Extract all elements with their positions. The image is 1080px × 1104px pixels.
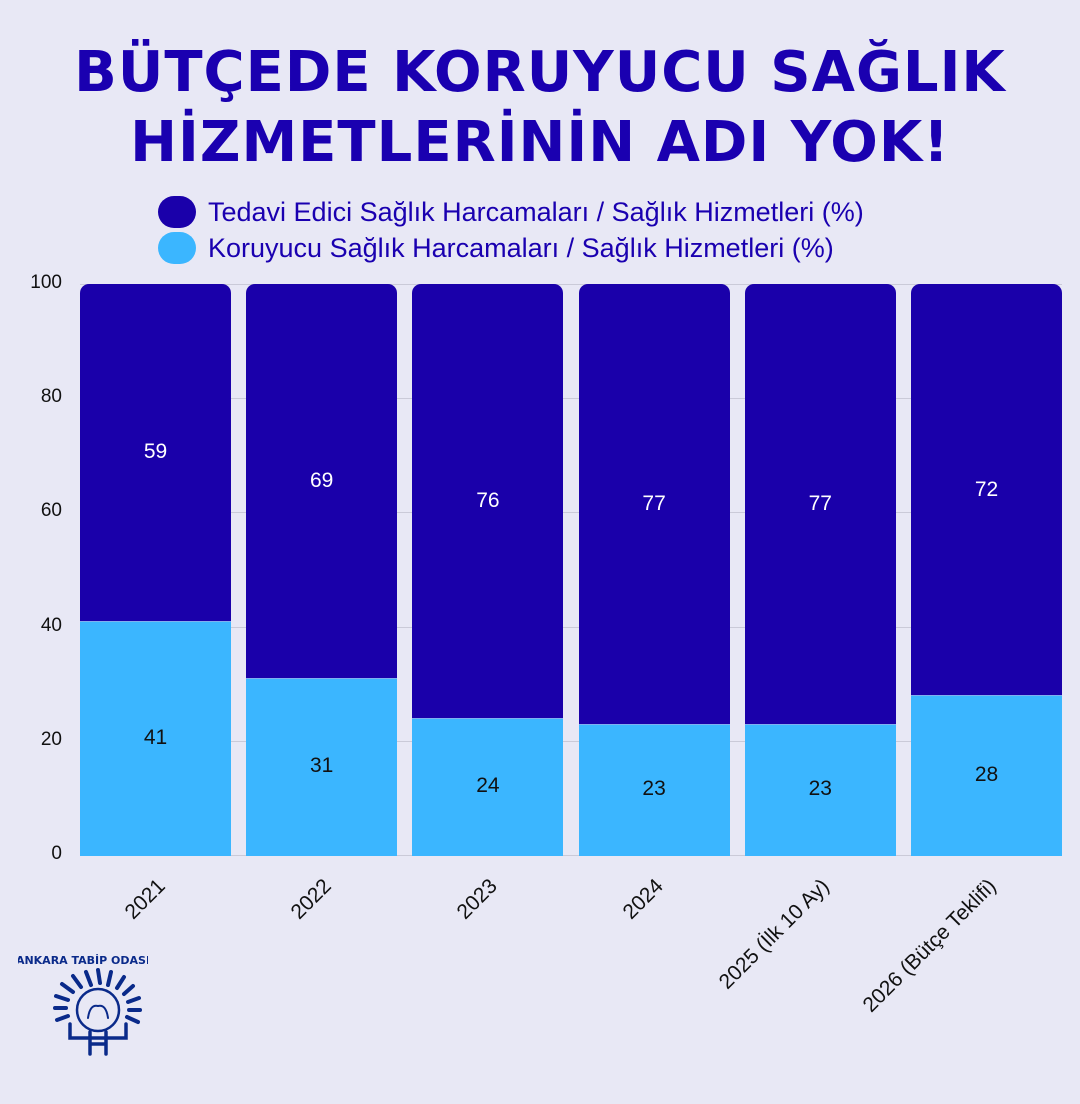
chart-title-line-2: HİZMETLERİNİN ADI YOK! [130,110,950,175]
value-label-treatment: 69 [310,468,334,492]
gridline [80,512,1062,514]
bar-segment-treatment [80,284,231,621]
y-tick-label: 0 [51,843,62,864]
legend: Tedavi Edici Sağlık Harcamaları / Sağlık… [158,194,864,266]
y-tick-label: 80 [40,386,62,408]
value-label-treatment: 77 [808,491,832,515]
value-label-treatment: 72 [974,477,999,501]
legend-item-preventive: Koruyucu Sağlık Harcamaları / Sağlık Hiz… [158,230,864,266]
y-tick-label: 40 [40,614,62,636]
value-label-treatment: 59 [143,440,168,464]
gridline [80,398,1062,400]
bar-segment-treatment [412,284,564,718]
gridline [80,740,1062,742]
bar-segment-treatment [911,284,1062,696]
legend-swatch-dark-icon [158,196,196,228]
value-label-preventive: 41 [143,725,168,749]
y-tick-label: 20 [40,728,62,750]
value-label-preventive: 24 [476,774,500,798]
bar-2025: 77 23 [744,284,896,856]
value-label-preventive: 23 [808,777,832,801]
y-tick-label: 100 [30,272,62,293]
gridline [80,855,1062,856]
bar-2024: 77 23 [578,284,730,856]
gridline [80,626,1062,628]
bar-segment-treatment [578,284,730,724]
bar-segment-treatment [744,284,896,724]
value-label-preventive: 23 [642,777,666,801]
legend-swatch-light-icon [158,232,196,264]
bar-segment-preventive [911,695,1062,856]
chart-title-line-1: BÜTÇEDE KORUYUCU SAĞLIK [74,40,1006,105]
bar-2023: 76 24 [412,284,564,856]
bar-segment-preventive [246,677,398,856]
value-label-treatment: 76 [476,488,500,512]
bar-segment-preventive [744,723,896,856]
bar-segment-treatment [246,284,398,678]
y-tick-label: 60 [40,500,62,522]
legend-label: Koruyucu Sağlık Harcamaları / Sağlık Hiz… [208,232,834,263]
bar-segment-preventive [412,717,564,856]
ankara-tabip-odasi-logo-icon: ANKARA TABİP ODASI [18,953,148,1056]
value-label-preventive: 31 [310,754,334,778]
legend-label: Tedavi Edici Sağlık Harcamaları / Sağlık… [208,196,864,227]
bar-2022: 69 31 [246,284,398,856]
bar-segment-preventive [578,723,730,856]
bar-2026: 72 28 [911,284,1062,856]
chart-title: BÜTÇEDE KORUYUCU SAĞLIK HİZMETLERİNİN AD… [0,38,1080,178]
value-label-treatment: 77 [642,491,666,515]
gridline [80,284,1062,285]
bar-segment-preventive [80,620,231,856]
svg-text:ANKARA TABİP ODASI: ANKARA TABİP ODASI [18,953,148,967]
value-label-preventive: 28 [974,763,999,787]
legend-item-treatment: Tedavi Edici Sağlık Harcamaları / Sağlık… [158,194,864,230]
bar-2021: 59 41 [80,284,231,856]
